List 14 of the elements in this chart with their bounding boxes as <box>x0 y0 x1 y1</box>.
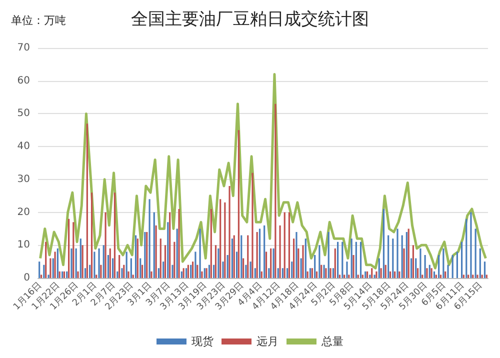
y-tick-label: 70 <box>17 42 30 54</box>
y-tick-label: 10 <box>17 240 30 251</box>
chart-title: 全国主要油厂豆粕日成交统计图 <box>131 10 369 30</box>
y-axis-title: 单位：万吨 <box>11 14 66 27</box>
y-tick-label: 60 <box>17 75 30 86</box>
y-tick-label: 0 <box>24 272 30 284</box>
legend-label: 远月 <box>256 335 278 348</box>
y-tick-label: 50 <box>17 108 30 120</box>
line-series <box>39 73 487 270</box>
y-tick-label: 40 <box>17 141 30 152</box>
y-tick-label: 30 <box>17 174 30 185</box>
legend-label: 总量 <box>320 335 344 348</box>
y-tick-label: 20 <box>17 206 30 218</box>
legend-label: 现货 <box>192 335 214 348</box>
